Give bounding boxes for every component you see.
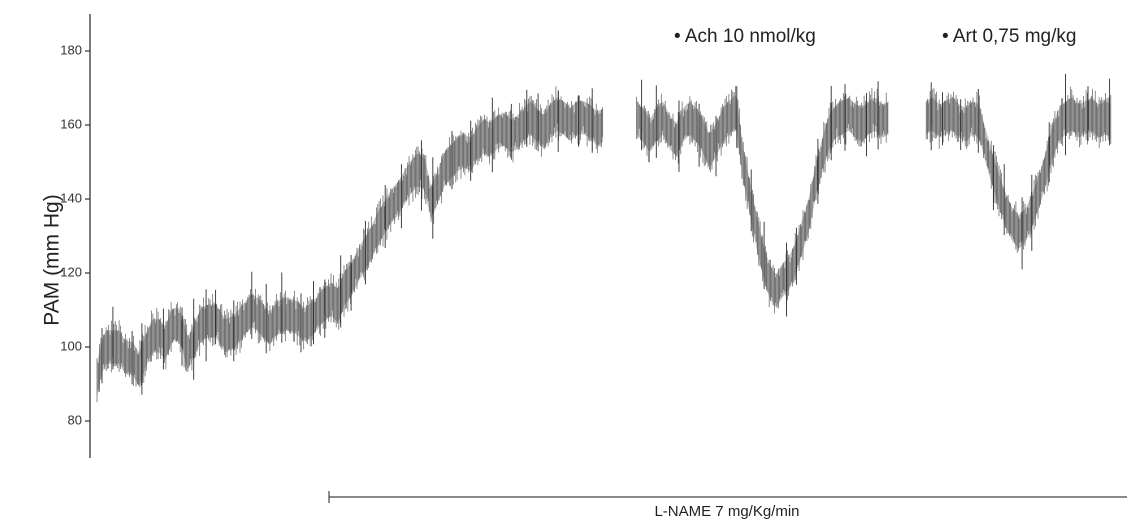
annotation-art: • Art 0,75 mg/kg — [942, 26, 1076, 47]
annotation-ach: • Ach 10 nmol/kg — [674, 26, 816, 47]
l-name-bracket — [328, 491, 1127, 503]
y-tick-label: 180 — [60, 42, 82, 57]
y-tick-label: 120 — [60, 264, 82, 279]
trace-oscillation — [925, 86, 1112, 253]
pressure-traces — [96, 73, 1112, 403]
y-tick-label: 100 — [60, 338, 82, 353]
bracket-label: L-NAME 7 mg/Kg/min — [654, 503, 799, 520]
trace-spikes — [930, 73, 1111, 270]
trace-segment-1 — [96, 86, 604, 403]
trace-spikes — [101, 88, 593, 395]
trace-oscillation — [636, 86, 888, 314]
y-tick-label: 140 — [60, 190, 82, 205]
trace-segment-3 — [925, 73, 1112, 270]
trace-band — [636, 95, 889, 307]
y-tick-label: 160 — [60, 116, 82, 131]
trace-segment-2 — [636, 79, 889, 317]
trace-spikes — [641, 79, 879, 317]
trace-band — [97, 97, 603, 397]
y-axis: 80 100 120 140 160 180 — [60, 14, 91, 458]
y-axis-label: PAM (mm Hg) — [41, 194, 64, 325]
y-tick-label: 80 — [68, 412, 82, 427]
trace-band — [926, 97, 1111, 248]
